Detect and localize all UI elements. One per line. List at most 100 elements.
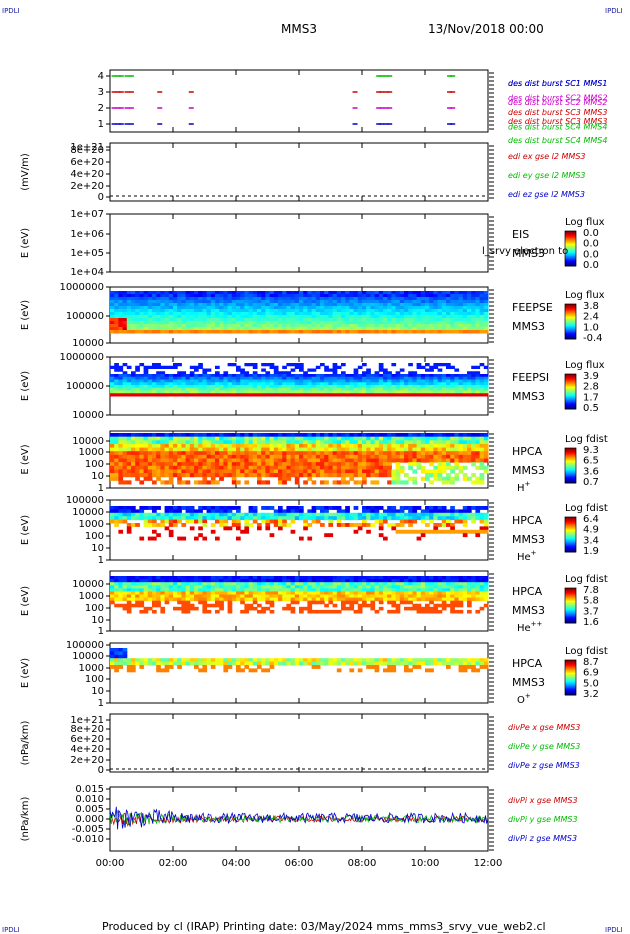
spectrogram-cell xyxy=(257,390,262,394)
spectrogram-cell xyxy=(412,327,418,331)
spectrogram-cell xyxy=(278,321,283,325)
spectrogram-cell xyxy=(483,379,489,383)
spectrogram-cell xyxy=(257,303,262,307)
spectrogram-cell xyxy=(194,591,199,595)
spectrogram-cell xyxy=(227,363,233,367)
spectrogram-cell xyxy=(404,387,409,391)
spectrogram-cell xyxy=(429,387,434,391)
spectrogram-cell xyxy=(446,385,451,389)
spectrogram-cell xyxy=(362,443,367,449)
spectrogram-cell xyxy=(240,371,245,375)
spectrogram-cell xyxy=(324,374,329,378)
spectrogram-cell xyxy=(362,374,367,378)
hpca-h-species: H+ xyxy=(517,480,531,494)
spectrogram-cell xyxy=(420,443,426,449)
spectrogram-cell xyxy=(425,451,430,456)
colorbar-cell xyxy=(565,616,576,618)
spectrogram-cell xyxy=(387,506,392,510)
spectrogram-cell xyxy=(189,603,195,608)
spectrogram-cell xyxy=(173,512,178,517)
spectrogram-cell xyxy=(181,440,187,445)
spectrogram-cell xyxy=(349,469,355,474)
spectrogram-cell xyxy=(219,597,224,602)
spectrogram-cell xyxy=(181,597,187,602)
colorbar-cell xyxy=(565,453,576,456)
spectrogram-cell xyxy=(194,447,199,452)
spectrogram-cell xyxy=(471,433,476,438)
colorbar-cell xyxy=(565,686,576,689)
spectrogram-cell xyxy=(236,440,241,445)
spectrogram-cell xyxy=(299,390,304,394)
spectrogram-cell xyxy=(341,379,346,383)
spectrogram-cell xyxy=(341,387,346,391)
spectrogram-cell xyxy=(290,385,296,389)
spectrogram-cell xyxy=(278,480,283,485)
spectrogram-cell xyxy=(429,306,434,310)
spectrogram-cell xyxy=(370,312,376,316)
spectrogram-cell xyxy=(273,379,279,383)
spectrogram-cell xyxy=(177,458,182,463)
spectrogram-cell xyxy=(307,297,313,301)
spectrogram-cell xyxy=(479,529,485,534)
spectrogram-cell xyxy=(265,582,271,586)
spectrogram-cell xyxy=(223,582,229,586)
spectrogram-cell xyxy=(139,473,145,478)
spectrogram-cell xyxy=(244,516,250,521)
spectrogram-cell xyxy=(223,318,229,322)
spectrogram-cell xyxy=(215,447,220,452)
colorbar-cell xyxy=(565,255,576,258)
spectrogram-cell xyxy=(114,379,119,383)
spectrogram-cell xyxy=(458,382,464,386)
spectrogram-cell xyxy=(156,291,161,295)
spectrogram-cell xyxy=(282,462,287,467)
spectrogram-cell xyxy=(387,454,392,459)
spectrogram-cell xyxy=(110,440,115,445)
spectrogram-cell xyxy=(370,327,376,331)
spectrogram-cell xyxy=(433,393,439,397)
spectrogram-cell xyxy=(118,597,124,602)
spectrogram-cell xyxy=(164,582,170,586)
spectrogram-cell xyxy=(290,473,296,478)
spectrogram-cell xyxy=(320,379,325,383)
spectrogram-cell xyxy=(387,473,392,478)
spectrogram-cell xyxy=(126,582,132,586)
spectrogram-cell xyxy=(219,509,224,514)
spectrogram-cell xyxy=(206,330,212,334)
spectrogram-cell xyxy=(353,462,359,467)
spectrogram-cell xyxy=(383,291,388,295)
spectrogram-cell xyxy=(404,379,409,383)
spectrogram-cell xyxy=(370,294,376,298)
spectrogram-cell xyxy=(404,330,409,334)
ytick-label: 1000 xyxy=(79,519,104,530)
colorbar-cell xyxy=(565,464,576,466)
spectrogram-cell xyxy=(265,390,271,394)
spectrogram-cell xyxy=(391,385,397,389)
spectrogram-cell xyxy=(391,433,397,438)
spectrogram-cell xyxy=(353,436,359,441)
spectrogram-cell xyxy=(202,368,208,372)
spectrogram-cell xyxy=(114,324,119,328)
ytick-label: 1000000 xyxy=(59,352,104,363)
spectrogram-cell xyxy=(173,300,178,304)
spectrogram-cell xyxy=(227,390,233,394)
spectrogram-cell xyxy=(147,324,153,328)
colorbar-cell xyxy=(565,246,576,248)
colorbar-cell xyxy=(565,528,576,531)
spectrogram-cell xyxy=(336,330,342,334)
spectrogram-cell xyxy=(143,591,149,595)
colorbar-cell xyxy=(565,450,576,452)
spectrogram-cell xyxy=(143,324,149,328)
spectrogram-cell xyxy=(425,309,430,313)
spectrogram-cell xyxy=(299,588,304,592)
spectrogram-cell xyxy=(273,443,279,449)
spectrogram-cell xyxy=(118,324,124,328)
spectrogram-cell xyxy=(408,324,413,328)
spectrogram-cell xyxy=(315,318,321,322)
spectrogram-cell xyxy=(236,303,241,307)
spectrogram-cell xyxy=(408,382,413,386)
spectrogram-cell xyxy=(139,315,145,319)
spectrogram-cell xyxy=(299,309,304,313)
spectrogram-cell xyxy=(362,291,367,295)
spectrogram-cell xyxy=(336,309,342,313)
spectrogram-cell xyxy=(139,512,145,517)
